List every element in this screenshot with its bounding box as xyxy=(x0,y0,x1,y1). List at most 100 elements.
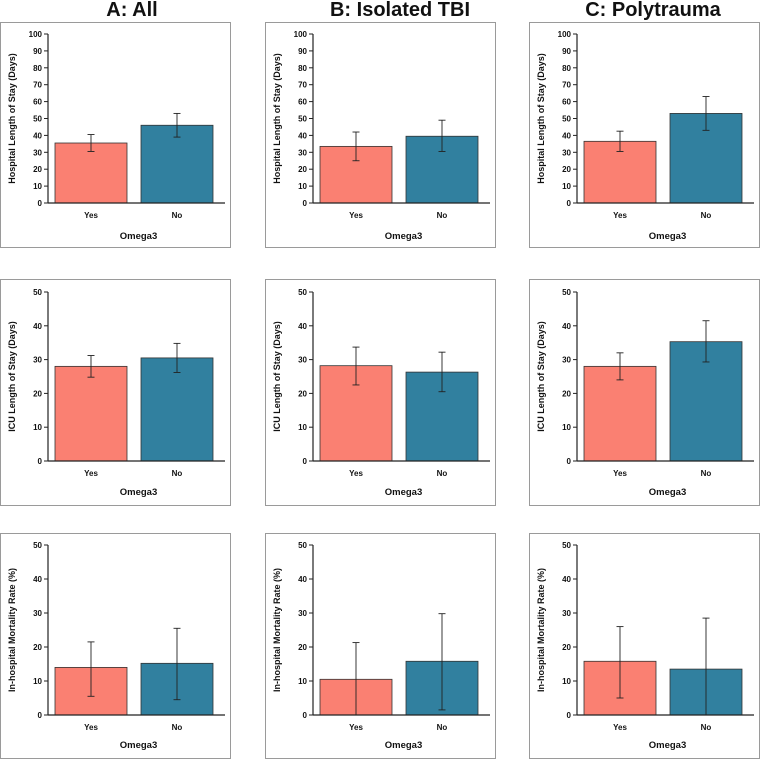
y-tick-label: 50 xyxy=(33,288,42,297)
y-tick-label: 0 xyxy=(567,457,572,466)
y-tick-label: 50 xyxy=(33,541,42,550)
chart-panel-all-mortality: In-hospital Mortality Rate (%) 0 10 20 30 40 5… xyxy=(0,533,231,759)
y-tick-label: 10 xyxy=(33,677,42,686)
y-tick-label: 90 xyxy=(562,47,571,56)
x-category-label: No xyxy=(437,469,448,478)
y-tick-label: 80 xyxy=(298,64,307,73)
y-tick-label: 20 xyxy=(33,643,42,652)
y-tick-label: 30 xyxy=(298,148,307,157)
chart-svg: In-hospital Mortality Rate (%) 0 10 20 30 40 5… xyxy=(7,541,225,751)
y-tick-label: 20 xyxy=(33,389,42,398)
x-axis-label: Omega3 xyxy=(385,231,423,242)
y-axis-label: Hospital Length of Stay (Days) xyxy=(7,53,17,184)
bar-yes xyxy=(583,365,657,462)
x-category-label: Yes xyxy=(349,469,363,478)
chart-panel-tbi-icu-los: ICU Length of Stay (Days) 0 10 20 30 40 50 Yes N… xyxy=(265,279,496,506)
y-tick-label: 40 xyxy=(298,131,307,140)
y-tick-label: 20 xyxy=(562,389,571,398)
chart-svg: Hospital Length of Stay (Days) 0 10 20 30 40 5… xyxy=(536,30,754,242)
y-tick-label: 70 xyxy=(33,81,42,90)
y-tick-label: 0 xyxy=(38,199,43,208)
x-category-label: No xyxy=(172,469,183,478)
y-tick-label: 40 xyxy=(562,322,571,331)
x-axis-label: Omega3 xyxy=(120,231,158,242)
y-tick-label: 30 xyxy=(33,609,42,618)
y-tick-label: 10 xyxy=(562,423,571,432)
y-tick-label: 0 xyxy=(567,711,572,720)
y-tick-label: 50 xyxy=(562,115,571,124)
y-tick-label: 70 xyxy=(298,81,307,90)
y-tick-label: 10 xyxy=(33,423,42,432)
x-category-label: Yes xyxy=(84,469,98,478)
y-tick-label: 60 xyxy=(33,98,42,107)
y-tick-label: 50 xyxy=(298,115,307,124)
y-tick-label: 50 xyxy=(562,541,571,550)
y-tick-label: 10 xyxy=(33,182,42,191)
x-category-label: No xyxy=(172,723,183,732)
chart-panel-all-icu-los: ICU Length of Stay (Days) 0 10 20 30 40 50 Yes N… xyxy=(0,279,231,506)
y-tick-label: 80 xyxy=(33,64,42,73)
y-tick-label: 70 xyxy=(562,81,571,90)
y-tick-label: 30 xyxy=(562,356,571,365)
chart-svg: ICU Length of Stay (Days) 0 10 20 30 40 50 Yes N… xyxy=(272,288,490,498)
x-category-label: Yes xyxy=(84,723,98,732)
y-tick-label: 0 xyxy=(303,711,308,720)
y-tick-label: 20 xyxy=(298,389,307,398)
y-tick-label: 20 xyxy=(33,165,42,174)
y-tick-label: 40 xyxy=(33,322,42,331)
y-tick-label: 20 xyxy=(298,165,307,174)
chart-svg: ICU Length of Stay (Days) 0 10 20 30 40 50 Yes N… xyxy=(7,288,225,498)
x-category-label: Yes xyxy=(613,723,627,732)
y-tick-label: 10 xyxy=(562,182,571,191)
y-tick-label: 20 xyxy=(562,643,571,652)
x-axis-label: Omega3 xyxy=(385,487,423,498)
y-tick-label: 60 xyxy=(298,98,307,107)
y-tick-label: 40 xyxy=(298,322,307,331)
y-tick-label: 50 xyxy=(298,288,307,297)
column-title-isolated-tbi: B: Isolated TBI xyxy=(329,0,470,21)
x-category-label: No xyxy=(437,211,448,220)
y-axis-label: In-hospital Mortality Rate (%) xyxy=(7,568,17,692)
y-tick-label: 40 xyxy=(562,575,571,584)
y-tick-label: 10 xyxy=(562,677,571,686)
chart-panel-tbi-hospital-los: Hospital Length of Stay (Days) 0 10 20 30 40 5… xyxy=(265,22,496,248)
x-category-label: Yes xyxy=(349,723,363,732)
y-tick-label: 100 xyxy=(558,30,572,39)
x-category-label: No xyxy=(172,211,183,220)
chart-panel-tbi-mortality: In-hospital Mortality Rate (%) 0 10 20 30 40 5… xyxy=(265,533,496,759)
y-tick-label: 50 xyxy=(562,288,571,297)
y-tick-label: 80 xyxy=(562,64,571,73)
chart-svg: Hospital Length of Stay (Days) 0 10 20 30 40 5… xyxy=(7,30,225,242)
column-title-polytrauma: C: Polytrauma xyxy=(585,0,721,21)
x-category-label: Yes xyxy=(613,469,627,478)
x-category-label: No xyxy=(437,723,448,732)
x-category-label: Yes xyxy=(84,211,98,220)
x-axis-label: Omega3 xyxy=(385,740,423,751)
bar-yes xyxy=(54,142,128,204)
y-tick-label: 50 xyxy=(298,541,307,550)
y-tick-label: 40 xyxy=(33,131,42,140)
y-tick-label: 100 xyxy=(294,30,308,39)
y-tick-label: 40 xyxy=(562,131,571,140)
column-title-all: A: All xyxy=(106,0,158,21)
x-axis-label: Omega3 xyxy=(120,740,158,751)
y-tick-label: 0 xyxy=(38,711,43,720)
x-category-label: Yes xyxy=(349,211,363,220)
y-axis-label: ICU Length of Stay (Days) xyxy=(536,321,546,432)
y-tick-label: 30 xyxy=(33,148,42,157)
chart-panel-polytrauma-icu-los: ICU Length of Stay (Days) 0 10 20 30 40 50 Yes N… xyxy=(529,279,760,506)
y-tick-label: 30 xyxy=(298,609,307,618)
y-tick-label: 0 xyxy=(303,199,308,208)
y-axis-label: In-hospital Mortality Rate (%) xyxy=(272,568,282,692)
y-tick-label: 10 xyxy=(298,423,307,432)
y-axis-label: Hospital Length of Stay (Days) xyxy=(272,53,282,184)
chart-svg: Hospital Length of Stay (Days) 0 10 20 30 40 5… xyxy=(272,30,490,242)
y-tick-label: 30 xyxy=(33,356,42,365)
y-tick-label: 100 xyxy=(29,30,43,39)
y-tick-label: 50 xyxy=(33,115,42,124)
chart-panel-polytrauma-mortality: In-hospital Mortality Rate (%) 0 10 20 30 40 5… xyxy=(529,533,760,759)
x-category-label: No xyxy=(701,211,712,220)
chart-svg: In-hospital Mortality Rate (%) 0 10 20 30 40 5… xyxy=(272,541,490,751)
bar-no xyxy=(140,357,214,462)
y-axis-label: ICU Length of Stay (Days) xyxy=(272,321,282,432)
